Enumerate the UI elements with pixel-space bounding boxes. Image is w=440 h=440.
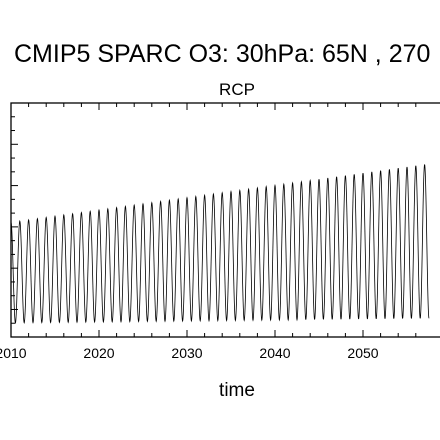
plot-frame [10, 102, 440, 338]
x-tick-label-2050: 2050 [347, 345, 378, 361]
chart-subtitle: RCP [219, 80, 255, 99]
x-tick-label-2020: 2020 [83, 345, 114, 361]
x-axis-ticks [10, 103, 417, 337]
x-tick-label-2010: 2010 [0, 345, 27, 361]
x-tick-label-2030: 2030 [171, 345, 202, 361]
x-axis-tick-labels: 2010 2020 2030 2040 2050 [0, 345, 379, 361]
series-line-ozone [10, 164, 430, 325]
x-tick-label-2040: 2040 [259, 345, 290, 361]
x-axis-label: time [219, 380, 255, 401]
chart-title: CMIP5 SPARC O3: 30hPa: 65N , 270 [14, 40, 430, 68]
